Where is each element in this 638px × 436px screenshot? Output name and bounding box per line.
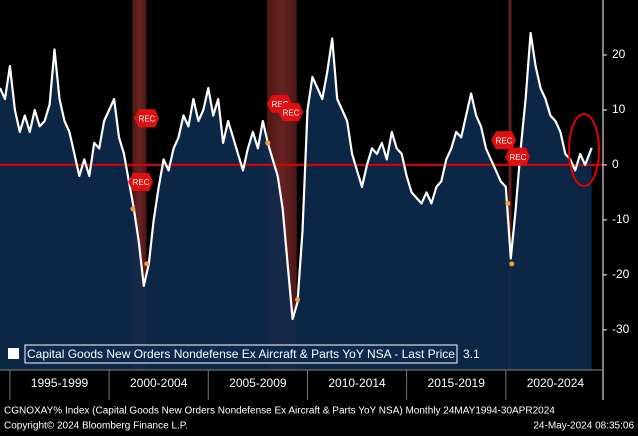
rec-tag-label: REC	[496, 136, 513, 145]
rec-tag-label: REC	[271, 100, 288, 109]
y-tick-label: -30	[612, 322, 630, 336]
y-tick-label: 10	[612, 102, 626, 116]
marker	[505, 200, 511, 206]
rec-tag-label: REC	[283, 108, 300, 117]
x-tick-label: 2010-2014	[328, 376, 386, 390]
marker	[265, 140, 271, 146]
series-line	[0, 31, 593, 320]
footer-text: Copyright© 2024 Bloomberg Finance L.P.	[4, 421, 188, 432]
legend-label: Capital Goods New Orders Nondefense Ex A…	[27, 347, 455, 361]
rec-tag-label: REC	[509, 153, 526, 162]
rec-tag: REC	[504, 147, 530, 166]
x-tick-label: 2015-2019	[428, 376, 486, 390]
rec-tag: REC	[128, 172, 154, 191]
x-tick-label: 1995-1999	[31, 376, 89, 390]
marker	[130, 206, 136, 212]
rec-tag-label: REC	[139, 114, 156, 123]
footer-text: CGNOXAY% Index (Capital Goods New Orders…	[4, 406, 555, 417]
marker	[509, 261, 515, 267]
recession-band	[508, 0, 512, 370]
rec-tag-shape	[128, 172, 154, 191]
rec-tag-shape	[491, 131, 517, 150]
rec-tag: REC	[491, 131, 517, 150]
x-tick-label: 2020-2024	[527, 376, 585, 390]
marker	[144, 261, 150, 267]
rec-tag-shape	[278, 103, 304, 122]
y-tick-label: -10	[612, 212, 630, 226]
x-tick-label: 2000-2004	[130, 376, 188, 390]
legend-value: 3.1	[463, 347, 480, 361]
y-tick-label: 20	[612, 47, 626, 61]
area-fill	[0, 33, 592, 370]
y-tick-label: 0	[612, 157, 619, 171]
marker	[295, 297, 301, 303]
y-tick-label: -20	[612, 267, 630, 281]
rec-tag: REC	[278, 103, 304, 122]
highlight-ellipse	[568, 113, 600, 187]
rec-tag: REC	[134, 109, 160, 128]
legend-swatch	[8, 348, 19, 359]
rec-tag-shape	[134, 109, 160, 128]
rec-tag-shape	[504, 147, 530, 166]
x-axis-band	[0, 370, 603, 400]
legend-box	[24, 344, 458, 364]
footer-text: 24-May-2024 08:35:06	[533, 421, 634, 432]
x-tick-label: 2005-2009	[229, 376, 287, 390]
rec-tag-label: REC	[133, 178, 150, 187]
